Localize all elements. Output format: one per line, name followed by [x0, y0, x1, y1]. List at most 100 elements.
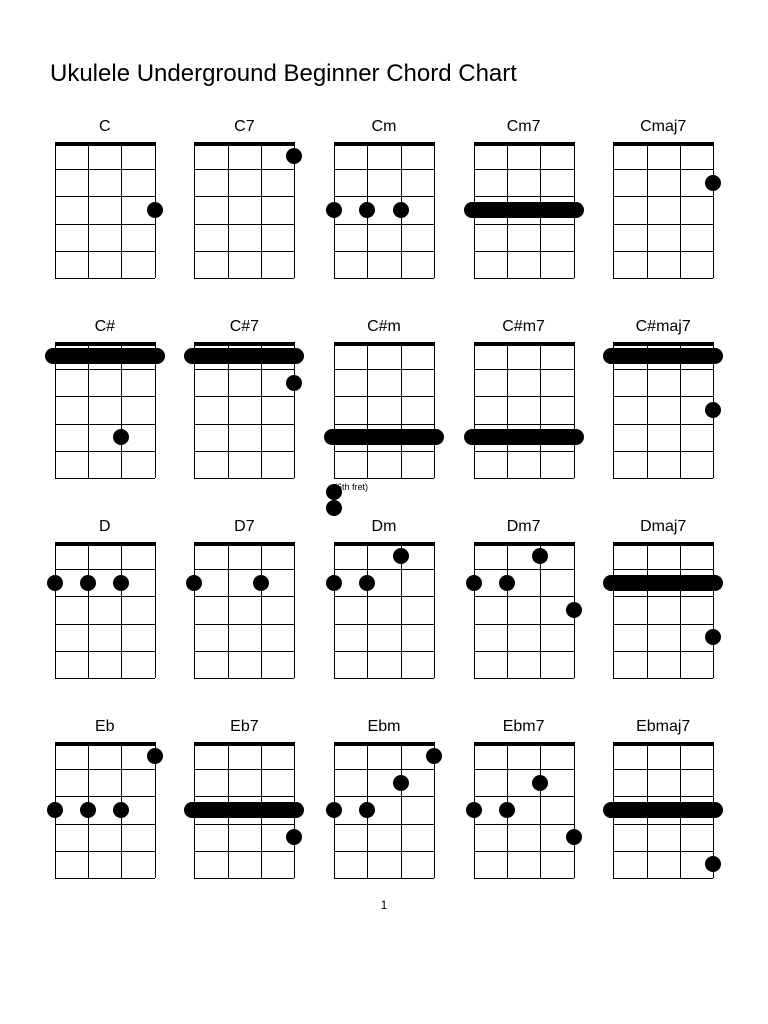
- finger-dot: [80, 802, 96, 818]
- finger-dot: [499, 575, 515, 591]
- finger-dot: [705, 856, 721, 872]
- finger-dot: [47, 575, 63, 591]
- chord-label: Dm7: [507, 518, 541, 536]
- chord-box: Dm: [329, 518, 439, 678]
- finger-dot: [286, 829, 302, 845]
- finger-dot: [532, 775, 548, 791]
- chord-box: C#maj7: [608, 318, 718, 478]
- finger-dot: [286, 148, 302, 164]
- finger-dot: [705, 402, 721, 418]
- chord-box: Cmaj7: [608, 118, 718, 278]
- finger-dot: [359, 802, 375, 818]
- finger-dot: [326, 575, 342, 591]
- fretboard-grid: [474, 742, 574, 878]
- chord-box: C#m(6th fret): [329, 318, 439, 478]
- chord-label: Eb7: [230, 718, 258, 736]
- fretboard-grid: [334, 542, 434, 678]
- chord-box: Ebm: [329, 718, 439, 878]
- chord-label: Cmaj7: [640, 118, 686, 136]
- fretboard-grid: [55, 342, 155, 478]
- finger-dot: [393, 548, 409, 564]
- fretboard-grid: (6th fret): [334, 342, 434, 478]
- barre: [603, 348, 723, 364]
- chord-label: Eb: [95, 718, 115, 736]
- page-title: Ukulele Underground Beginner Chord Chart: [50, 60, 718, 88]
- chord-box: Ebmaj7: [608, 718, 718, 878]
- fretboard-grid: [55, 742, 155, 878]
- finger-dot: [113, 429, 129, 445]
- fretboard-grid: [194, 742, 294, 878]
- fretboard-grid: [334, 142, 434, 278]
- barre: [324, 429, 444, 445]
- chord-box: D: [50, 518, 160, 678]
- chord-box: Eb: [50, 718, 160, 878]
- chord-label: C#m7: [502, 318, 545, 336]
- barre: [45, 348, 165, 364]
- fretboard-grid: [474, 342, 574, 478]
- fretboard-grid: [613, 542, 713, 678]
- barre: [464, 429, 584, 445]
- finger-dot: [186, 575, 202, 591]
- finger-dot: [466, 575, 482, 591]
- fretboard-grid: [613, 742, 713, 878]
- barre: [184, 802, 304, 818]
- chord-box: C#: [50, 318, 160, 478]
- chord-annotation: (6th fret): [334, 482, 368, 492]
- fretboard-grid: [194, 342, 294, 478]
- fretboard-grid: [334, 742, 434, 878]
- page-number: 1: [50, 898, 718, 912]
- annotation-dot: [326, 500, 342, 516]
- chord-box: Dm7: [469, 518, 579, 678]
- finger-dot: [359, 575, 375, 591]
- chord-label: C7: [234, 118, 254, 136]
- finger-dot: [466, 802, 482, 818]
- chord-label: D7: [234, 518, 254, 536]
- finger-dot: [147, 748, 163, 764]
- chord-label: C#: [95, 318, 115, 336]
- fretboard-grid: [55, 542, 155, 678]
- chord-label: C: [99, 118, 111, 136]
- chord-label: Dmaj7: [640, 518, 686, 536]
- chord-box: C: [50, 118, 160, 278]
- barre: [603, 802, 723, 818]
- chord-label: Ebm: [368, 718, 401, 736]
- finger-dot: [253, 575, 269, 591]
- chord-label: Ebm7: [503, 718, 545, 736]
- finger-dot: [326, 202, 342, 218]
- fretboard-grid: [474, 142, 574, 278]
- finger-dot: [113, 802, 129, 818]
- finger-dot: [566, 829, 582, 845]
- chord-label: D: [99, 518, 111, 536]
- finger-dot: [705, 175, 721, 191]
- barre: [603, 575, 723, 591]
- chord-label: Cm: [372, 118, 397, 136]
- chord-box: C#m7: [469, 318, 579, 478]
- chord-box: C#7: [190, 318, 300, 478]
- chord-box: D7: [190, 518, 300, 678]
- chord-label: C#maj7: [636, 318, 691, 336]
- chord-box: Cm: [329, 118, 439, 278]
- finger-dot: [426, 748, 442, 764]
- chord-box: C7: [190, 118, 300, 278]
- chord-box: Dmaj7: [608, 518, 718, 678]
- barre: [464, 202, 584, 218]
- finger-dot: [326, 802, 342, 818]
- fretboard-grid: [194, 542, 294, 678]
- finger-dot: [393, 775, 409, 791]
- chord-label: Ebmaj7: [636, 718, 690, 736]
- finger-dot: [566, 602, 582, 618]
- fretboard-grid: [613, 142, 713, 278]
- finger-dot: [705, 629, 721, 645]
- chord-label: Cm7: [507, 118, 541, 136]
- chord-box: Ebm7: [469, 718, 579, 878]
- finger-dot: [147, 202, 163, 218]
- chord-box: Eb7: [190, 718, 300, 878]
- fretboard-grid: [55, 142, 155, 278]
- barre: [184, 348, 304, 364]
- finger-dot: [393, 202, 409, 218]
- chord-label: Dm: [372, 518, 397, 536]
- finger-dot: [359, 202, 375, 218]
- chord-label: C#7: [230, 318, 259, 336]
- finger-dot: [80, 575, 96, 591]
- fretboard-grid: [613, 342, 713, 478]
